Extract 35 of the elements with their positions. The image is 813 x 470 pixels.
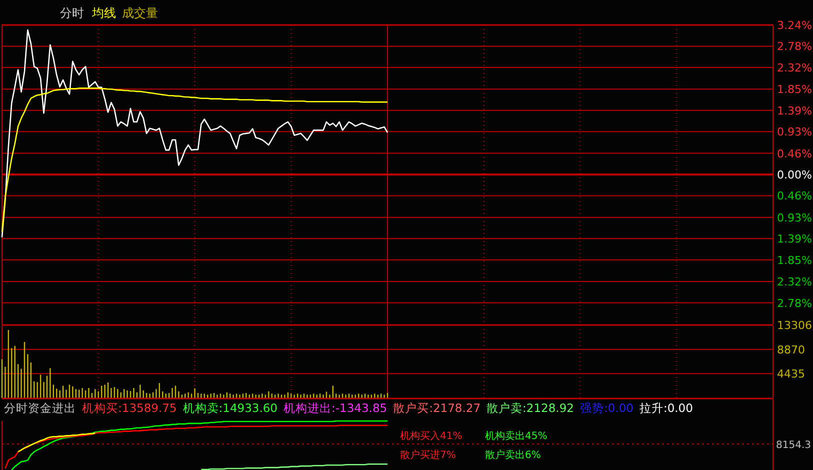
y-tick-label: 1.39%: [777, 104, 812, 118]
text: 8154.3: [776, 440, 811, 452]
y-tick-label: 1.39%: [777, 232, 812, 246]
y-tick-label: 2.78%: [777, 40, 812, 54]
y-tick-label: 2.32%: [777, 61, 812, 74]
y-tick-label: 3.24%: [777, 19, 812, 32]
text: 机构卖:14933.60: [182, 401, 278, 415]
y-tick-label: 2.32%: [777, 276, 812, 289]
y-tick-label: 13306: [777, 319, 812, 332]
y-tick-label: 0.93%: [777, 126, 812, 139]
y-tick-label: 0.00%: [777, 168, 812, 182]
text: 拉升:0.00: [639, 401, 693, 415]
annotation: 散户买进7%: [400, 449, 456, 461]
line-series: [1, 88, 388, 233]
text: 强势:0.00: [580, 401, 634, 415]
y-tick-label: 1.85%: [777, 83, 812, 96]
y-tick-label: 0.46%: [777, 147, 812, 160]
annotation: 机构买入41%: [400, 430, 462, 442]
text: 机构买:13589.75: [82, 401, 177, 415]
y-tick-label: 1.85%: [777, 254, 812, 267]
chart-title: 分时: [60, 6, 84, 20]
text: 均线: [91, 6, 116, 20]
text: 成交量: [122, 6, 158, 20]
annotation: 散户卖出6%: [485, 449, 541, 461]
line-series: [1, 29, 388, 238]
y-tick-label: 2.78%: [777, 296, 812, 310]
y-tick-label: 8870: [777, 343, 805, 356]
text: 机构进出:-1343.85: [284, 401, 388, 415]
text: 分时资金进出: [4, 401, 76, 415]
annotation: 机构卖出45%: [485, 430, 548, 442]
y-tick-label: 4435: [777, 368, 805, 381]
y-tick-label: 0.46%: [777, 190, 812, 203]
text: 散户买:2178.27: [393, 401, 481, 415]
text: 散户卖:2128.92: [486, 401, 574, 415]
y-tick-label: 0.93%: [777, 211, 812, 224]
